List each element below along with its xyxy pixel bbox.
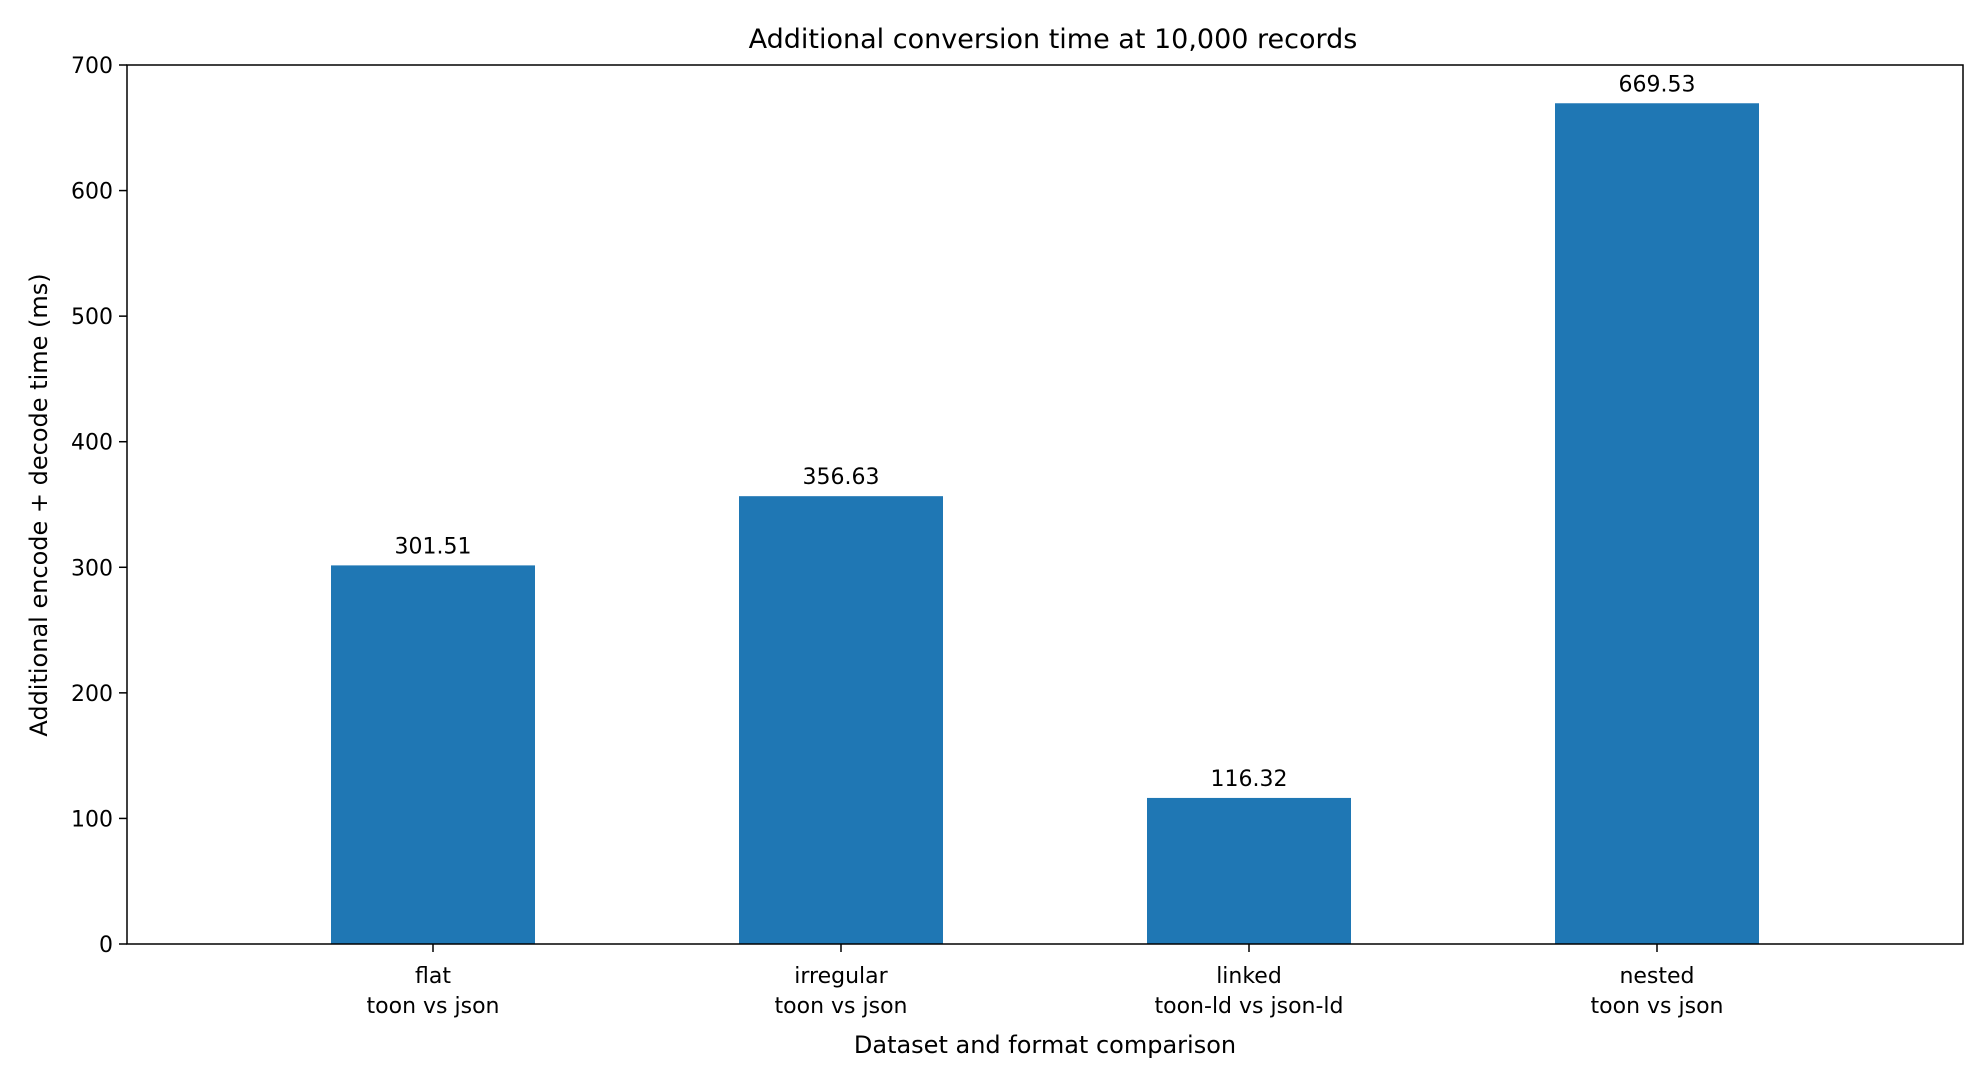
data-label-nested: 669.53 (1619, 72, 1696, 97)
bars-group (331, 103, 1759, 945)
y-tick-label: 400 (71, 431, 113, 456)
x-axis-label: Dataset and format comparison (854, 1031, 1236, 1059)
x-tick-label: flat (415, 964, 451, 989)
y-tick-label: 0 (99, 933, 113, 958)
x-tick-label: toon vs json (775, 994, 908, 1019)
x-tick-label: linked (1216, 964, 1282, 989)
x-tick-label: toon vs json (367, 994, 500, 1019)
y-tick-label: 200 (71, 682, 113, 707)
x-tick-label: irregular (794, 964, 888, 989)
data-label-linked: 116.32 (1211, 767, 1288, 792)
y-tick-label: 500 (71, 305, 113, 330)
y-tick-label: 300 (71, 556, 113, 581)
x-tick-label: toon vs json (1591, 994, 1724, 1019)
x-axis-ticks: flat toon vs json irregular toon vs json lin… (367, 944, 1724, 1019)
y-tick-label: 100 (71, 807, 113, 832)
bar-irregular (739, 496, 943, 944)
chart-title: Additional conversion time at 10,000 rec… (749, 24, 1358, 55)
x-tick-label: toon-ld vs json-ld (1155, 994, 1344, 1019)
y-axis-ticks: 0 100 200 300 400 500 600 700 (71, 54, 127, 958)
x-tick-label: nested (1619, 964, 1694, 989)
bar-linked (1147, 797, 1351, 944)
bar-nested (1555, 103, 1759, 945)
data-label-flat: 301.51 (395, 534, 472, 559)
bar-data-labels: 301.51 356.63 116.32 669.53 (395, 72, 1696, 792)
data-label-irregular: 356.63 (803, 465, 880, 490)
plot-area-frame (126, 64, 1964, 945)
y-axis-label: Additional encode + decode time (ms) (25, 273, 53, 736)
y-tick-label: 600 (71, 180, 113, 205)
bar-flat (331, 565, 535, 944)
y-tick-label: 700 (71, 54, 113, 79)
